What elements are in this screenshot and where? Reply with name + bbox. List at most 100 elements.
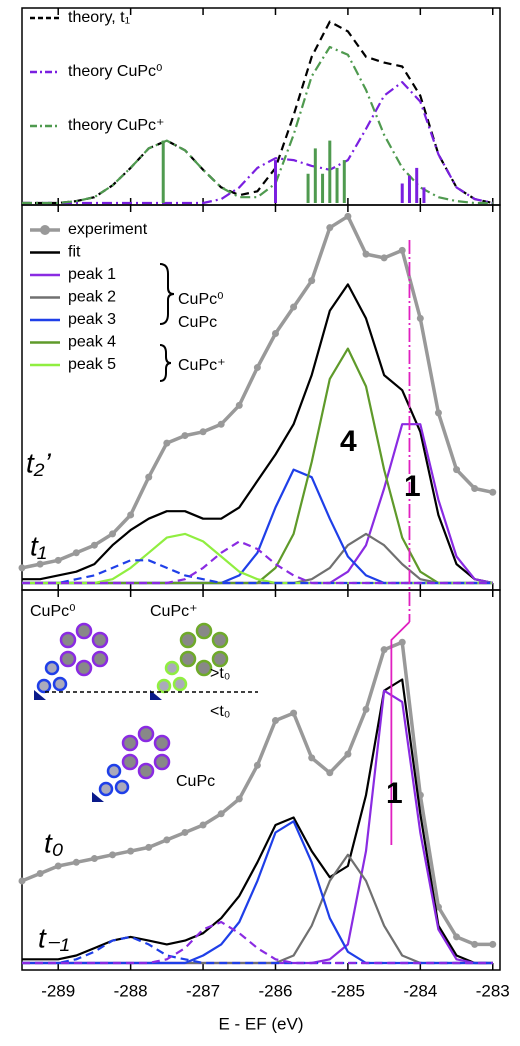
data-point bbox=[344, 212, 352, 220]
series-line bbox=[22, 920, 493, 965]
x-tick-label: -288 bbox=[114, 981, 148, 1000]
data-point bbox=[471, 485, 479, 492]
series-line bbox=[22, 540, 493, 585]
data-point bbox=[235, 401, 243, 409]
data-point bbox=[253, 761, 261, 769]
data-point bbox=[18, 564, 26, 572]
data-point bbox=[326, 769, 334, 777]
annotation: CuPc⁰ bbox=[30, 603, 76, 620]
data-point bbox=[163, 836, 171, 844]
data-point bbox=[290, 709, 298, 717]
annotation: t₀ bbox=[44, 827, 64, 858]
annotation: CuPc⁺ bbox=[178, 357, 226, 374]
legend-label: theory CuPc⁰ bbox=[68, 63, 162, 80]
data-point bbox=[145, 473, 153, 481]
data-point bbox=[398, 638, 406, 646]
series-line bbox=[22, 559, 493, 585]
legend-swatch bbox=[40, 225, 50, 235]
legend-label: peak 4 bbox=[68, 334, 116, 351]
data-point bbox=[109, 851, 117, 859]
data-point bbox=[90, 855, 98, 863]
data-point bbox=[471, 940, 479, 948]
data-point bbox=[308, 754, 316, 762]
data-point bbox=[434, 409, 442, 417]
data-point bbox=[235, 795, 243, 803]
data-point bbox=[72, 549, 80, 557]
data-point bbox=[109, 530, 117, 538]
data-point bbox=[453, 466, 461, 474]
data-point bbox=[163, 439, 171, 447]
annotation: 1 bbox=[386, 777, 403, 810]
data-point bbox=[181, 432, 189, 440]
marker-line bbox=[390, 621, 411, 845]
data-point bbox=[362, 250, 370, 258]
annotation: t₂’ bbox=[26, 447, 51, 478]
data-point bbox=[181, 828, 189, 836]
data-point bbox=[308, 277, 316, 285]
x-tick-label: -284 bbox=[403, 981, 437, 1000]
annotation: t₁ bbox=[30, 530, 47, 561]
annotation: CuPc bbox=[176, 773, 215, 790]
data-point bbox=[36, 869, 44, 877]
x-tick-label: -283 bbox=[476, 981, 510, 1000]
data-point bbox=[127, 511, 135, 519]
data-point bbox=[199, 428, 207, 436]
molecule-cupc bbox=[92, 725, 171, 802]
data-point bbox=[271, 717, 279, 725]
series-line bbox=[22, 283, 494, 585]
annotation: CuPc bbox=[178, 314, 217, 331]
legend-label: peak 5 bbox=[68, 356, 116, 373]
data-point bbox=[199, 821, 207, 829]
annotation: CuPc⁰ bbox=[178, 291, 224, 308]
brace bbox=[159, 263, 175, 325]
data-point bbox=[54, 556, 62, 564]
data-point bbox=[217, 420, 225, 428]
annotation: 4 bbox=[340, 425, 357, 458]
annotation: CuPc⁺ bbox=[150, 603, 198, 620]
molecule-cupc0 bbox=[34, 622, 109, 700]
series-line bbox=[22, 678, 493, 965]
legend-label: peak 2 bbox=[68, 289, 116, 306]
data-point bbox=[72, 858, 80, 866]
annotation: >t₀ bbox=[210, 665, 230, 682]
data-point bbox=[453, 933, 461, 941]
panel-frame bbox=[21, 589, 501, 971]
series-line bbox=[22, 45, 493, 205]
data-point bbox=[362, 705, 370, 713]
data-point bbox=[416, 314, 424, 322]
data-point bbox=[489, 940, 497, 948]
series-line bbox=[22, 81, 494, 205]
molecule-cupc-plus bbox=[150, 622, 229, 700]
data-point bbox=[90, 541, 98, 549]
legend-label: peak 1 bbox=[68, 266, 116, 283]
data-point bbox=[127, 847, 135, 855]
x-tick-label: -285 bbox=[331, 981, 365, 1000]
data-point bbox=[18, 877, 26, 885]
data-point bbox=[398, 246, 406, 254]
x-tick-label: -286 bbox=[258, 981, 292, 1000]
legend-label: theory CuPc⁺ bbox=[68, 117, 164, 134]
annotation: 1 bbox=[404, 470, 421, 503]
legend-label: peak 3 bbox=[68, 311, 116, 328]
annotation: <t₀ bbox=[210, 703, 230, 720]
data-point bbox=[271, 330, 279, 338]
x-tick-label: -289 bbox=[41, 981, 75, 1000]
data-point bbox=[36, 560, 44, 568]
data-point bbox=[217, 810, 225, 818]
data-point bbox=[145, 843, 153, 851]
legend-label: theory, t₁ bbox=[68, 9, 130, 26]
data-point bbox=[489, 488, 497, 496]
annotation: t₋₁ bbox=[38, 922, 70, 953]
data-point bbox=[344, 750, 352, 758]
data-point bbox=[380, 254, 388, 262]
legend-label: fit bbox=[68, 244, 81, 261]
x-axis-label: E - EF (eV) bbox=[218, 1014, 303, 1033]
data-point bbox=[326, 224, 334, 232]
data-point bbox=[290, 303, 298, 311]
data-point bbox=[253, 364, 261, 372]
x-tick-label: -287 bbox=[186, 981, 220, 1000]
brace bbox=[159, 344, 172, 382]
legend-label: experiment bbox=[68, 221, 148, 238]
data-point bbox=[54, 862, 62, 870]
